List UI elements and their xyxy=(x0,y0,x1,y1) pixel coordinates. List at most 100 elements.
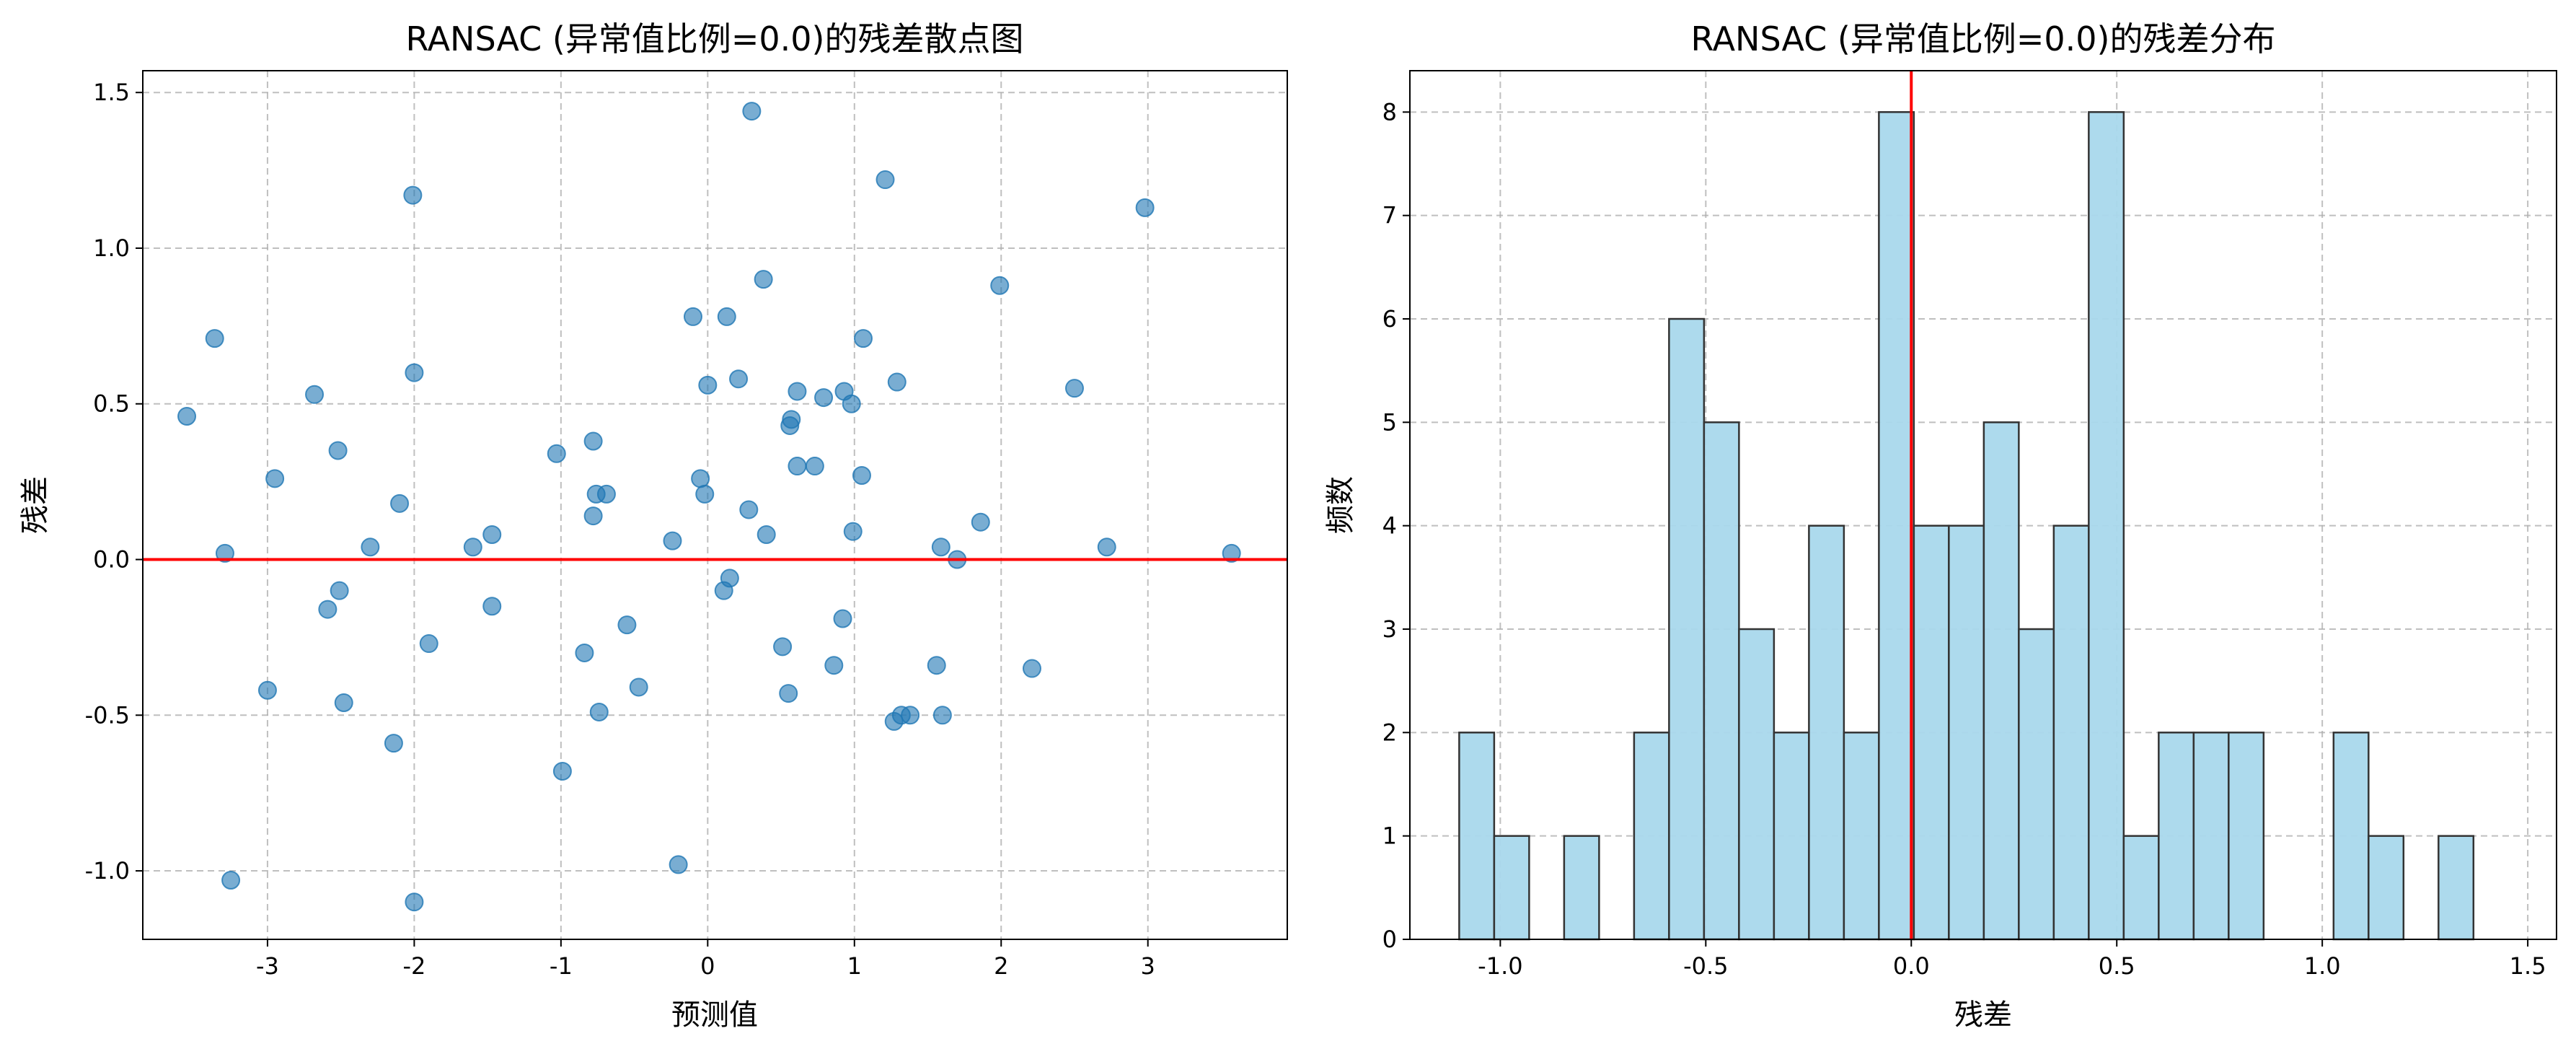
scatter-point xyxy=(805,457,824,476)
scatter-point xyxy=(852,466,871,486)
histogram-x-tick-label: 1.0 xyxy=(2304,952,2341,980)
scatter-point xyxy=(788,457,807,476)
histogram-x-tick-label: 0.0 xyxy=(1893,952,1930,980)
scatter-x-label: 预测值 xyxy=(671,999,758,1032)
scatter-point xyxy=(971,512,990,532)
scatter-point xyxy=(215,543,234,563)
histogram-y-tick-label: 4 xyxy=(1382,512,1397,540)
scatter-point xyxy=(1097,537,1116,557)
scatter-point xyxy=(1064,379,1084,398)
scatter-point xyxy=(177,407,197,426)
histogram-x-tick-label: 0.5 xyxy=(2099,952,2135,980)
scatter-x-tick-label: -2 xyxy=(402,952,425,980)
scatter-point xyxy=(405,363,424,382)
scatter-x-tick-label: 0 xyxy=(700,952,715,980)
scatter-point xyxy=(773,637,793,657)
scatter-point xyxy=(901,706,920,725)
scatter-point xyxy=(927,656,946,675)
scatter-point xyxy=(552,761,572,781)
scatter-point xyxy=(405,892,424,912)
histogram-y-tick-label: 6 xyxy=(1382,305,1397,333)
histogram-y-tick-label: 7 xyxy=(1382,202,1397,229)
scatter-point xyxy=(384,734,403,753)
scatter-point xyxy=(754,270,773,289)
scatter-point xyxy=(629,677,648,697)
scatter-y-tick-label: 1.0 xyxy=(93,234,130,262)
scatter-point xyxy=(575,643,594,662)
histogram-x-tick-label: -0.5 xyxy=(1683,952,1728,980)
histogram-bar xyxy=(2052,525,2090,941)
histogram-bar xyxy=(1878,111,1915,941)
histogram-bar xyxy=(1808,525,1845,941)
scatter-point xyxy=(739,500,759,519)
scatter-point xyxy=(695,484,715,504)
scatter-point xyxy=(779,684,798,703)
scatter-point xyxy=(698,375,718,395)
scatter-y-tick-label: -1.0 xyxy=(85,857,130,885)
scatter-point xyxy=(717,307,736,326)
scatter-point xyxy=(788,382,807,401)
histogram-bar xyxy=(2368,835,2405,941)
scatter-point xyxy=(205,329,224,348)
scatter-point xyxy=(842,394,861,413)
scatter-point xyxy=(463,537,482,557)
histogram-ticks: -1.0 -0.5 0.0 0.5 1.0 1.5 0 1 2 3 4 5 6 7 8 xyxy=(1382,98,2546,980)
scatter-x-tick-label: 2 xyxy=(994,952,1008,980)
histogram-x-tick-label: -1.0 xyxy=(1478,952,1522,980)
scatter-point xyxy=(330,581,349,600)
scatter-point xyxy=(305,385,325,404)
histogram-bar xyxy=(2018,628,2055,941)
scatter-y-tick-label: 0.5 xyxy=(93,390,130,418)
scatter-point xyxy=(583,431,603,451)
scatter-x-tick-label: -1 xyxy=(550,952,573,980)
histogram-x-tick-label: 1.5 xyxy=(2510,952,2546,980)
scatter-point xyxy=(547,444,566,463)
scatter-x-tick-label: 3 xyxy=(1141,952,1155,980)
scatter-point xyxy=(742,102,762,121)
scatter-point xyxy=(875,170,895,190)
histogram-y-tick-label: 0 xyxy=(1382,926,1397,953)
histogram-bar xyxy=(1633,732,1670,941)
histogram-x-label: 残差 xyxy=(1954,999,2012,1032)
histogram-y-tick-label: 5 xyxy=(1382,408,1397,436)
histogram-bar xyxy=(1773,732,1810,941)
scatter-point xyxy=(390,493,410,513)
scatter-y-label: 残差 xyxy=(19,476,52,534)
scatter-point xyxy=(482,525,502,544)
scatter-point xyxy=(265,469,285,488)
histogram-plot-frame xyxy=(1409,70,2557,940)
histogram-bar xyxy=(2158,732,2195,941)
scatter-point xyxy=(691,469,710,488)
histogram-bar xyxy=(2192,732,2230,941)
scatter-point xyxy=(782,410,801,429)
histogram-y-tick-label: 2 xyxy=(1382,719,1397,746)
histogram-bar xyxy=(1493,835,1530,941)
scatter-points xyxy=(177,102,1241,912)
scatter-point xyxy=(583,506,603,526)
scatter-point xyxy=(833,609,852,628)
histogram-bar xyxy=(2228,732,2265,941)
histogram-bar xyxy=(1563,835,1600,941)
scatter-point xyxy=(221,871,241,890)
scatter-point xyxy=(729,369,749,389)
scatter-point xyxy=(669,855,688,874)
histogram-title: RANSAC (异常值比例=0.0)的残差分布 xyxy=(1690,19,2275,58)
scatter-point xyxy=(990,276,1010,295)
histogram-bar xyxy=(2332,732,2370,941)
scatter-plot-frame xyxy=(142,70,1288,940)
scatter-point xyxy=(482,597,502,616)
scatter-point xyxy=(683,307,702,326)
histogram-bar xyxy=(1948,525,1985,941)
histogram-bar xyxy=(2088,111,2125,941)
histogram-bar xyxy=(2438,835,2475,941)
scatter-point xyxy=(1222,543,1241,563)
scatter-point xyxy=(596,484,616,504)
scatter-point xyxy=(843,522,863,541)
histogram-bar xyxy=(1668,317,1706,941)
scatter-point xyxy=(814,388,834,408)
scatter-x-tick-label: -3 xyxy=(256,952,279,980)
scatter-point xyxy=(1135,198,1155,217)
histogram-bar xyxy=(1703,421,1740,941)
